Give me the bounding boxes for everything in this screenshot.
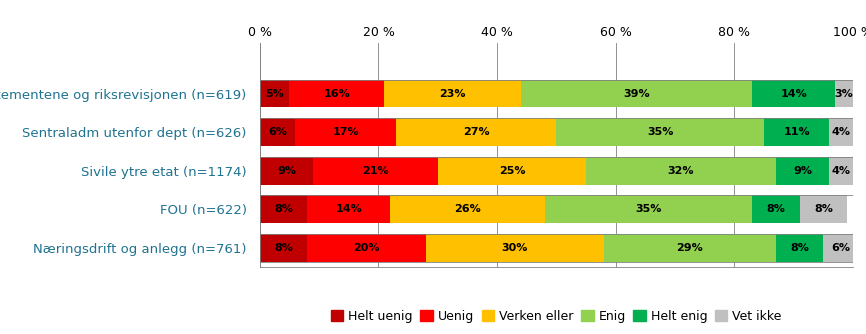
Bar <box>438 157 586 185</box>
Text: 6%: 6% <box>831 243 850 253</box>
Text: 14%: 14% <box>780 89 807 99</box>
Bar <box>313 157 437 185</box>
Bar <box>799 195 847 223</box>
Bar <box>753 80 835 108</box>
Text: 16%: 16% <box>324 89 350 99</box>
Text: 39%: 39% <box>624 89 650 99</box>
Bar <box>764 118 830 146</box>
Text: 20%: 20% <box>353 243 380 253</box>
Bar <box>295 118 397 146</box>
Text: 32%: 32% <box>668 166 695 176</box>
Bar <box>835 80 853 108</box>
Text: 4%: 4% <box>831 166 850 176</box>
Bar <box>586 157 776 185</box>
Bar <box>260 195 307 223</box>
Bar <box>260 80 289 108</box>
Text: 35%: 35% <box>647 127 674 137</box>
Text: 27%: 27% <box>463 127 489 137</box>
Bar <box>604 234 776 262</box>
Text: 14%: 14% <box>335 204 362 214</box>
Text: 23%: 23% <box>439 89 466 99</box>
Text: 25%: 25% <box>499 166 525 176</box>
Bar <box>520 80 753 108</box>
Text: 6%: 6% <box>268 127 288 137</box>
Bar <box>776 234 824 262</box>
Text: 8%: 8% <box>275 204 293 214</box>
Bar <box>260 234 307 262</box>
Text: 29%: 29% <box>676 243 703 253</box>
Text: 9%: 9% <box>277 166 296 176</box>
Text: 8%: 8% <box>766 204 785 214</box>
Bar <box>391 195 545 223</box>
Legend: Helt uenig, Uenig, Verken eller, Enig, Helt enig, Vet ikke: Helt uenig, Uenig, Verken eller, Enig, H… <box>326 305 787 328</box>
Bar <box>260 157 313 185</box>
Text: 5%: 5% <box>265 89 284 99</box>
Bar <box>545 195 753 223</box>
Text: 30%: 30% <box>501 243 528 253</box>
Bar <box>830 118 853 146</box>
Text: 11%: 11% <box>784 127 810 137</box>
Bar <box>426 234 604 262</box>
Bar <box>556 118 764 146</box>
Bar <box>753 195 799 223</box>
Text: 8%: 8% <box>275 243 293 253</box>
Bar <box>307 234 426 262</box>
Bar <box>289 80 385 108</box>
Text: 3%: 3% <box>835 89 854 99</box>
Bar <box>397 118 556 146</box>
Bar <box>830 157 853 185</box>
Text: 35%: 35% <box>635 204 662 214</box>
Text: 8%: 8% <box>814 204 833 214</box>
Bar <box>260 118 295 146</box>
Bar <box>307 195 391 223</box>
Text: 17%: 17% <box>333 127 359 137</box>
Bar <box>824 234 859 262</box>
Text: 26%: 26% <box>454 204 481 214</box>
Text: 9%: 9% <box>793 166 812 176</box>
Bar <box>385 80 520 108</box>
Text: 21%: 21% <box>362 166 389 176</box>
Text: 8%: 8% <box>790 243 809 253</box>
Bar <box>776 157 830 185</box>
Text: 4%: 4% <box>831 127 850 137</box>
